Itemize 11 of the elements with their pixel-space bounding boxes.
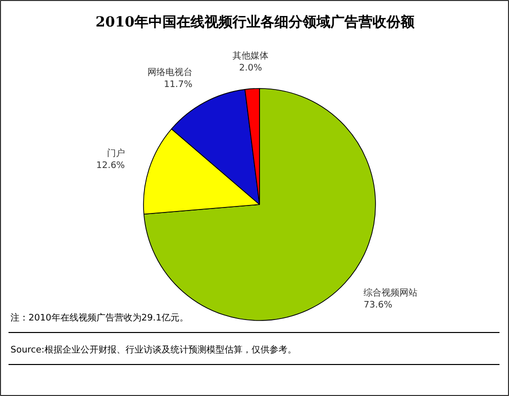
source-note: Source:根据企业公开财报、行业访谈及统计预测模型估算，仅供参考。 [10,344,296,356]
slice-label: 网络电视台 [147,66,192,78]
slice-label: 综合视频网站 [364,287,418,298]
slice-label: 其他媒体 [232,50,269,62]
chart-title: 2010年中国在线视频行业各细分领域广告营收份额 [96,14,416,30]
data-label: 12.6% [96,160,126,171]
slice-label: 门户 [106,148,125,159]
data-label: 2.0% [239,63,262,74]
text: 注：2010年在线视频广告营收为29.1亿元。 [10,312,188,324]
data-label: 73.6% [364,300,393,310]
data-label: 11.7% [164,80,193,90]
